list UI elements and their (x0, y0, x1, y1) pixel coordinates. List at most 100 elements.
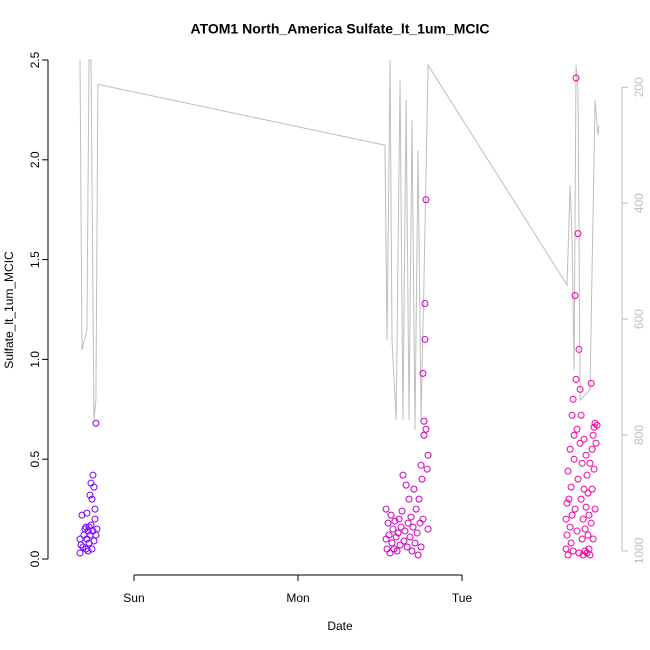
chart-title: ATOM1 North_America Sulfate_lt_1um_MCIC (191, 21, 490, 37)
point (393, 547, 401, 555)
point (416, 519, 424, 527)
point (583, 471, 591, 479)
point (398, 507, 406, 515)
point (586, 551, 594, 559)
point (566, 523, 574, 531)
point (404, 519, 412, 527)
y-tick-label: 2.5 (28, 51, 42, 68)
point (411, 539, 419, 547)
point (400, 537, 408, 545)
point (576, 439, 584, 447)
point (84, 547, 92, 555)
point (415, 495, 423, 503)
point (579, 551, 587, 559)
point (397, 523, 405, 531)
point (384, 519, 392, 527)
point (422, 196, 430, 204)
y-tick-label: 0.0 (28, 550, 42, 567)
point (589, 431, 597, 439)
point (389, 525, 397, 533)
point (420, 417, 428, 425)
point (584, 531, 592, 539)
point (562, 515, 570, 523)
x-tick-label: Mon (286, 591, 309, 605)
point (586, 459, 594, 467)
point (582, 503, 590, 511)
point (417, 461, 425, 469)
point (403, 543, 411, 551)
point (580, 435, 588, 443)
y-tick-label: 0.5 (28, 451, 42, 468)
x-tick-label: Tue (452, 591, 473, 605)
point (590, 465, 598, 473)
point (408, 547, 416, 555)
pressure-line (79, 59, 600, 430)
point (93, 525, 101, 533)
y-tick-label: 1.0 (28, 351, 42, 368)
point (383, 545, 391, 553)
point (574, 475, 582, 483)
point (421, 300, 429, 308)
point (89, 471, 97, 479)
point (91, 505, 99, 513)
x-tick-label: Sun (123, 591, 144, 605)
point (399, 471, 407, 479)
point (591, 505, 599, 513)
point (401, 527, 409, 535)
point (87, 479, 95, 487)
point (566, 445, 574, 453)
point (570, 431, 578, 439)
point (592, 439, 600, 447)
point (83, 509, 91, 517)
point (421, 335, 429, 343)
y-tick-label: 2.0 (28, 151, 42, 168)
point (572, 375, 580, 383)
point (406, 533, 414, 541)
point (92, 531, 100, 539)
point (572, 74, 580, 82)
point (385, 531, 393, 539)
point (573, 425, 581, 433)
point (394, 529, 402, 537)
point (567, 539, 575, 547)
point (587, 519, 595, 527)
point (571, 505, 579, 513)
point (419, 369, 427, 377)
point (412, 505, 420, 513)
point (575, 549, 583, 557)
point (417, 543, 425, 551)
point (568, 411, 576, 419)
point (392, 533, 400, 541)
point (90, 483, 98, 491)
point (571, 292, 579, 300)
point (563, 499, 571, 507)
y-tick-label: 1.5 (28, 251, 42, 268)
point (414, 551, 422, 559)
point (588, 485, 596, 493)
point (409, 523, 417, 531)
point (569, 395, 577, 403)
point (402, 481, 410, 489)
point (388, 539, 396, 547)
point (84, 527, 92, 535)
x-axis-label: Date (327, 619, 353, 633)
point (87, 521, 95, 529)
point (575, 345, 583, 353)
point (576, 385, 584, 393)
point (569, 547, 577, 555)
point (591, 419, 599, 427)
point (90, 537, 98, 545)
y2-tick-label: 200 (632, 77, 646, 97)
point (424, 451, 432, 459)
point (77, 541, 85, 549)
point (563, 531, 571, 539)
point (579, 515, 587, 523)
point (88, 495, 96, 503)
point (585, 511, 593, 519)
y2-tick-label: 400 (632, 193, 646, 213)
y-axis-label: Sulfate_lt_1um_MCIC (2, 251, 16, 369)
point (407, 513, 415, 521)
point (91, 515, 99, 523)
point (413, 529, 421, 537)
point (85, 523, 93, 531)
